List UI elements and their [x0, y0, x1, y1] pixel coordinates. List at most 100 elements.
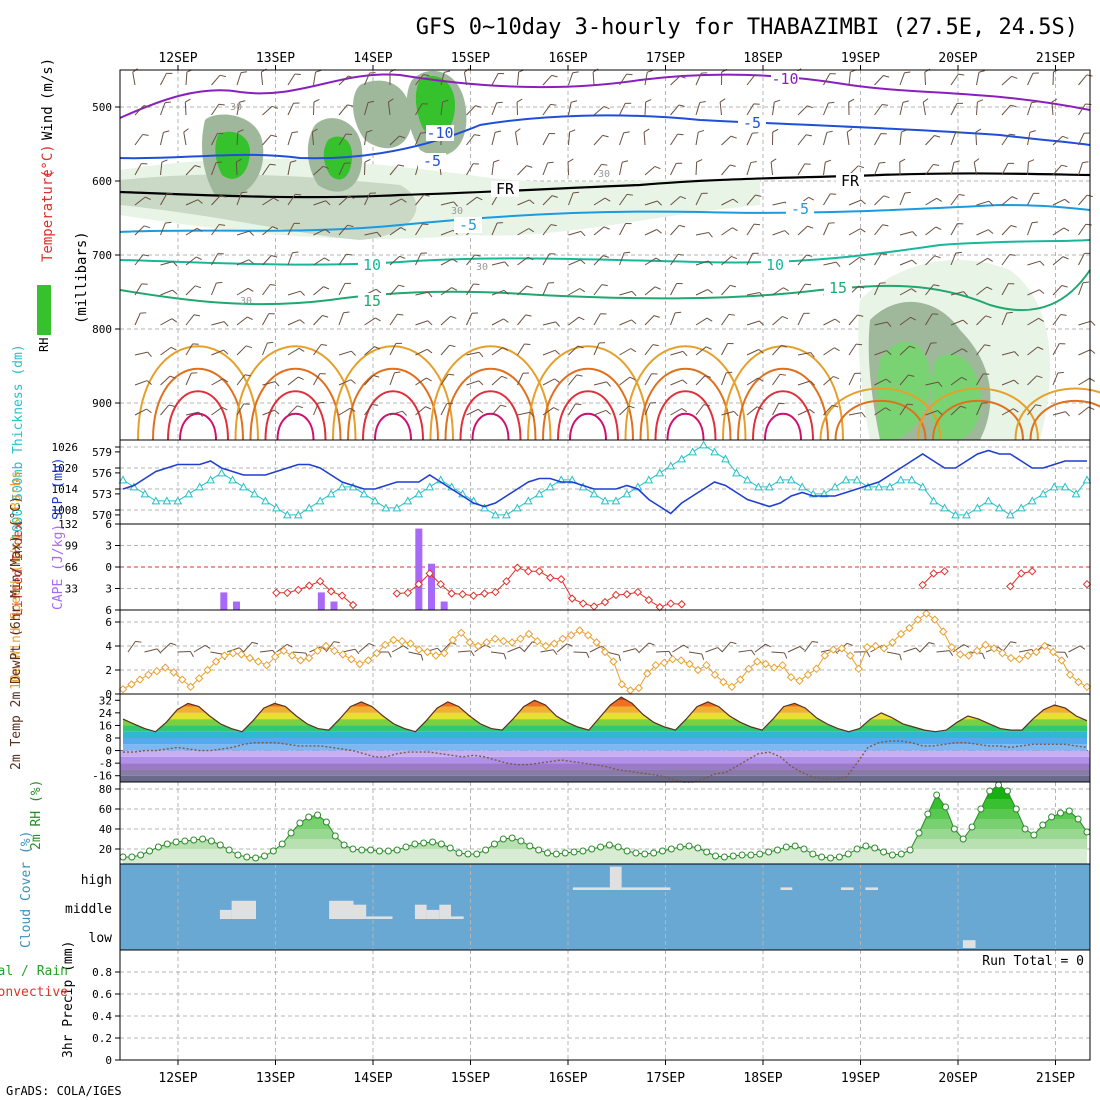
wind10-speed-marker [1057, 656, 1066, 665]
wind10-speed-marker [364, 656, 373, 665]
rh2m-marker [207, 837, 215, 845]
wind-barb [823, 222, 830, 236]
rh2m-marker [1021, 825, 1029, 833]
wind-barb [922, 98, 929, 103]
isotherm-label: FR [496, 180, 515, 198]
lifted-index-marker [480, 589, 489, 598]
wind-barb [269, 163, 276, 166]
wind-barb [746, 74, 756, 86]
wind-barb [925, 381, 939, 386]
wind10-barb [1010, 641, 1017, 644]
temp-band [123, 744, 1087, 751]
wind-barb [910, 316, 917, 321]
isotherm-warm [234, 345, 357, 441]
wind-barb [338, 163, 345, 176]
wind-barb [364, 159, 371, 163]
wind-barb [807, 105, 814, 109]
wind10-speed-marker [431, 651, 441, 660]
rh2m-marker [650, 849, 658, 857]
wind-barb [987, 257, 993, 262]
wind-barb [797, 105, 808, 116]
wind-barb [145, 196, 151, 200]
wind-barb [601, 163, 608, 166]
lifted-index-marker [491, 587, 500, 597]
thickness-marker [666, 461, 676, 470]
wind-barb [1027, 132, 1031, 146]
thickness-marker [841, 475, 851, 484]
wind-barb [493, 159, 500, 163]
wind-barb [324, 257, 330, 262]
isotherm-warm [332, 345, 454, 441]
temp2m-tick-label: 24 [99, 707, 113, 720]
wind-barb [415, 194, 425, 206]
wind-barb [644, 373, 652, 386]
wind10-barb [683, 644, 689, 649]
wind-barb [389, 313, 398, 326]
wind-barb [746, 162, 752, 176]
wind-barb [934, 135, 941, 138]
wind-barb [833, 376, 840, 380]
wind-barb [555, 321, 560, 327]
temp-cold-band [120, 756, 1090, 764]
wind-barb [1078, 349, 1091, 356]
rh2m-marker [579, 847, 587, 855]
rh2m-marker [526, 842, 534, 850]
wind-barb [899, 288, 912, 296]
wind10-speed-marker [1040, 641, 1049, 651]
rh2m-marker [791, 842, 799, 850]
wind-barb [211, 253, 219, 266]
wind-barb [313, 257, 325, 266]
wind-barb [1001, 163, 1009, 176]
wind10-barb [866, 651, 871, 658]
wind-barb [899, 102, 904, 116]
wind10-barb [259, 649, 273, 653]
wind-barb [619, 223, 627, 236]
wind-barb [517, 165, 527, 176]
wind-barb [986, 286, 993, 290]
wind-barb [593, 226, 605, 236]
wind10-barb [1018, 649, 1032, 653]
thickness-marker [896, 475, 906, 484]
isotherm-freezing [119, 172, 1091, 199]
wind-barb [1031, 221, 1038, 224]
wind-barb [397, 313, 404, 316]
wind-barb [134, 380, 148, 386]
wind10-speed-marker [177, 675, 187, 684]
temp-cold-band [120, 769, 1090, 776]
wind-barb [274, 409, 280, 415]
wind-barb [298, 347, 305, 352]
wind-barb [271, 255, 278, 258]
wind10-barb [668, 651, 673, 657]
wind10-speed-marker [440, 648, 449, 658]
run-total-annotation: Run Total = 0 [982, 954, 1084, 969]
wind-barb [899, 316, 911, 326]
wind-barb [1052, 343, 1060, 356]
wind10-barb [648, 642, 655, 646]
wind-barb [389, 198, 402, 206]
wind-barb [350, 379, 356, 384]
wind-barb [402, 410, 407, 416]
wind-barb [719, 102, 722, 116]
bottom-date-label: 19SEP [841, 1071, 880, 1086]
wind-barb [287, 73, 296, 86]
wind-barb [160, 375, 171, 386]
wind10-speed-marker [566, 630, 576, 640]
wind10-speed-marker [118, 684, 128, 694]
wind10-barb [457, 650, 471, 653]
wind-barb [134, 254, 144, 266]
wind-barb [466, 105, 476, 116]
wind-barb [568, 72, 574, 86]
wind10-speed-marker [338, 650, 348, 659]
wind10-speed-marker [237, 650, 246, 659]
wind-barb [695, 232, 709, 236]
lifted-index-marker [655, 602, 664, 612]
wind-barb [937, 410, 943, 416]
wind-barb [143, 105, 150, 108]
wind-barb [216, 281, 223, 284]
wind10-barb [243, 642, 253, 653]
wind-barb [670, 379, 683, 386]
isotherm-warm [932, 399, 1024, 441]
wind10-speed-marker [871, 641, 880, 651]
wind-barb [185, 285, 196, 296]
wind-barb [656, 229, 662, 234]
